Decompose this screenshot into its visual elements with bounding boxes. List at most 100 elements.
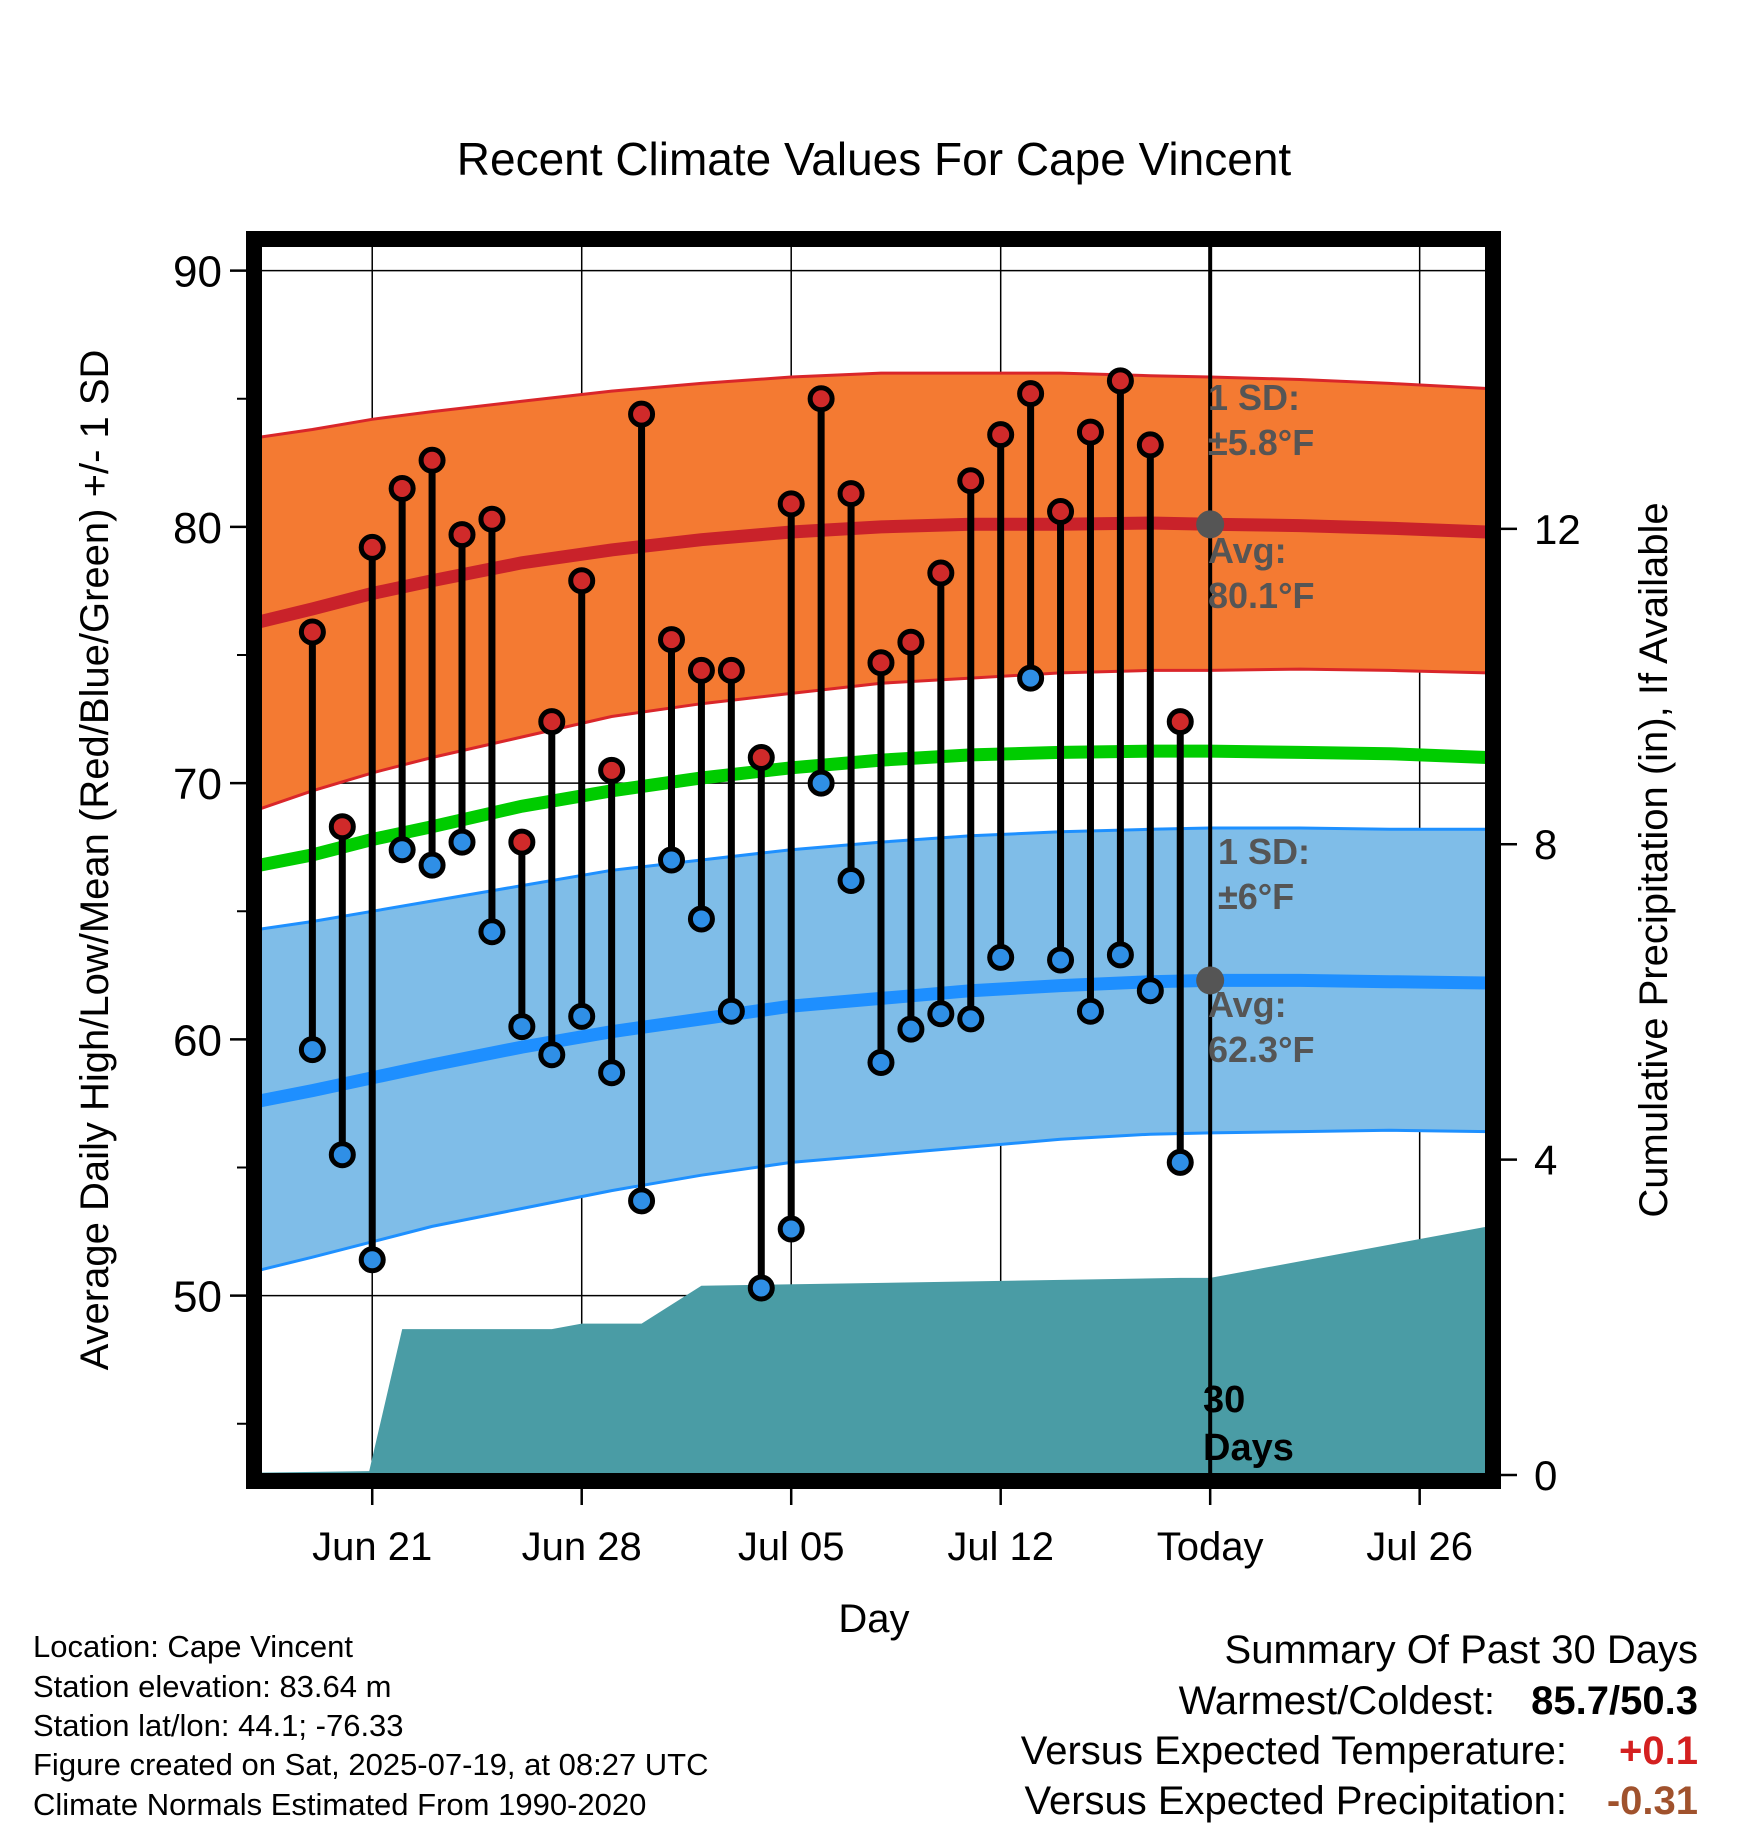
- obs-low-point: [837, 867, 865, 894]
- obs-low-point: [867, 1048, 895, 1076]
- low-sd-lower-edge: [260, 1128, 1487, 1272]
- info-normals: Climate Normals Estimated From 1990-2020: [33, 1787, 646, 1822]
- y2-tick-label: 0: [1534, 1452, 1557, 1499]
- summary-title: Summary Of Past 30 Days: [1225, 1628, 1698, 1672]
- low-mean-line: [260, 973, 1487, 1108]
- high-avg-label: Avg:: [1208, 530, 1287, 571]
- obs-high-point: [568, 567, 596, 595]
- obs-high-point: [1047, 498, 1075, 525]
- obs-high-point: [747, 744, 775, 771]
- info-location: Location: Cape Vincent: [33, 1629, 353, 1664]
- info-elevation: Station elevation: 83.64 m: [33, 1669, 391, 1704]
- obs-high-point: [1106, 367, 1134, 395]
- obs-high-point: [1136, 431, 1164, 459]
- obs-high-point: [777, 490, 805, 518]
- precip-area: [260, 1226, 1487, 1475]
- today-low-normal-marker: [1196, 966, 1225, 995]
- low-avg-label: Avg:: [1208, 984, 1287, 1025]
- obs-low-point: [568, 1002, 596, 1030]
- summary-warmest-label: Warmest/Coldest:: [1179, 1679, 1495, 1723]
- obs-high-point: [358, 533, 386, 561]
- summary-box: Summary Of Past 30 Days Warmest/Coldest:…: [1021, 1628, 1698, 1823]
- x-tick-label: Jun 28: [522, 1525, 642, 1569]
- summary-precip-value: -0.31: [1607, 1779, 1698, 1823]
- obs-high-point: [538, 708, 566, 736]
- y-tick-label: 80: [173, 504, 222, 553]
- obs-low-point: [628, 1187, 656, 1215]
- obs-low-point: [747, 1274, 775, 1302]
- summary-warmest-value: 85.7/50.3: [1531, 1679, 1698, 1723]
- y2-tick-label: 8: [1534, 821, 1557, 868]
- x-tick-label: Jul 26: [1366, 1525, 1473, 1569]
- low-avg-value: 62.3°F: [1208, 1029, 1314, 1070]
- obs-high-point: [598, 756, 626, 784]
- y-axis-label: Average Daily High/Low/Mean (Red/Blue/Gr…: [73, 350, 117, 1371]
- x-axis-label: Day: [838, 1597, 909, 1641]
- x-tick-label: Today: [1157, 1525, 1264, 1569]
- obs-high-point: [328, 813, 356, 841]
- obs-low-point: [1047, 946, 1075, 974]
- obs-low-point: [987, 943, 1015, 971]
- x-tick-label: Jul 05: [738, 1525, 845, 1569]
- obs-low-point: [1017, 664, 1045, 692]
- y2-tick-label: 4: [1534, 1137, 1557, 1184]
- y-tick-label: 50: [173, 1273, 222, 1322]
- obs-high-point: [508, 828, 536, 856]
- high-avg-value: 80.1°F: [1208, 575, 1314, 616]
- obs-low-point: [448, 828, 476, 856]
- obs-low-point: [1076, 997, 1104, 1025]
- x-tick-label: Jul 12: [947, 1525, 1054, 1569]
- obs-high-point: [867, 649, 895, 677]
- obs-high-point: [478, 505, 506, 533]
- obs-high-point: [687, 656, 715, 684]
- today-high-normal-marker: [1196, 510, 1225, 539]
- obs-high-point: [987, 421, 1015, 449]
- obs-high-point: [927, 559, 955, 587]
- high-sd-value: ±5.8°F: [1208, 422, 1314, 463]
- low-sd-value: ±6°F: [1218, 876, 1294, 917]
- obs-high-point: [957, 467, 985, 495]
- summary-precip-label: Versus Expected Precipitation:: [1024, 1779, 1567, 1823]
- obs-high-point: [1076, 418, 1104, 446]
- obs-low-point: [897, 1015, 925, 1043]
- obs-high-point: [418, 446, 446, 474]
- y-tick-label: 70: [173, 760, 222, 809]
- obs-high-point: [1166, 708, 1194, 736]
- obs-high-point: [837, 480, 865, 508]
- obs-low-point: [598, 1059, 626, 1087]
- summary-temp-label: Versus Expected Temperature:: [1021, 1729, 1567, 1773]
- y-tick-label: 60: [173, 1016, 222, 1065]
- obs-low-point: [478, 918, 506, 946]
- obs-high-point: [717, 656, 745, 684]
- obs-high-point: [1017, 380, 1045, 408]
- precip-days-number: 30: [1203, 1379, 1245, 1421]
- obs-low-point: [1106, 941, 1134, 969]
- low-sd-upper-edge: [260, 826, 1487, 931]
- obs-high-point: [298, 618, 326, 646]
- obs-high-point: [388, 474, 416, 502]
- obs-low-point: [927, 1000, 955, 1028]
- info-created: Figure created on Sat, 2025-07-19, at 08…: [33, 1747, 709, 1782]
- info-latlon: Station lat/lon: 44.1; -76.33: [33, 1708, 404, 1743]
- high-sd-label: 1 SD:: [1208, 377, 1300, 418]
- x-tick-label: Jun 21: [312, 1525, 432, 1569]
- obs-low-point: [717, 997, 745, 1025]
- high-sd-upper-edge: [260, 371, 1487, 439]
- obs-low-point: [1166, 1148, 1194, 1176]
- obs-low-point: [657, 846, 685, 874]
- station-info: Location: Cape Vincent Station elevation…: [33, 1629, 709, 1822]
- obs-low-point: [418, 851, 446, 879]
- obs-high-point: [448, 521, 476, 549]
- y2-axis-label: Cumulative Precipitation (in), If Availa…: [1632, 502, 1676, 1217]
- obs-high-point: [807, 385, 835, 413]
- summary-temp-value: +0.1: [1619, 1729, 1698, 1773]
- obs-high-point: [657, 626, 685, 654]
- obs-low-point: [358, 1246, 386, 1274]
- low-sd-label: 1 SD:: [1218, 831, 1310, 872]
- obs-low-point: [957, 1005, 985, 1033]
- obs-high-point: [897, 628, 925, 656]
- obs-low-point: [508, 1013, 536, 1041]
- obs-low-point: [388, 836, 416, 864]
- chart-title: Recent Climate Values For Cape Vincent: [457, 133, 1292, 185]
